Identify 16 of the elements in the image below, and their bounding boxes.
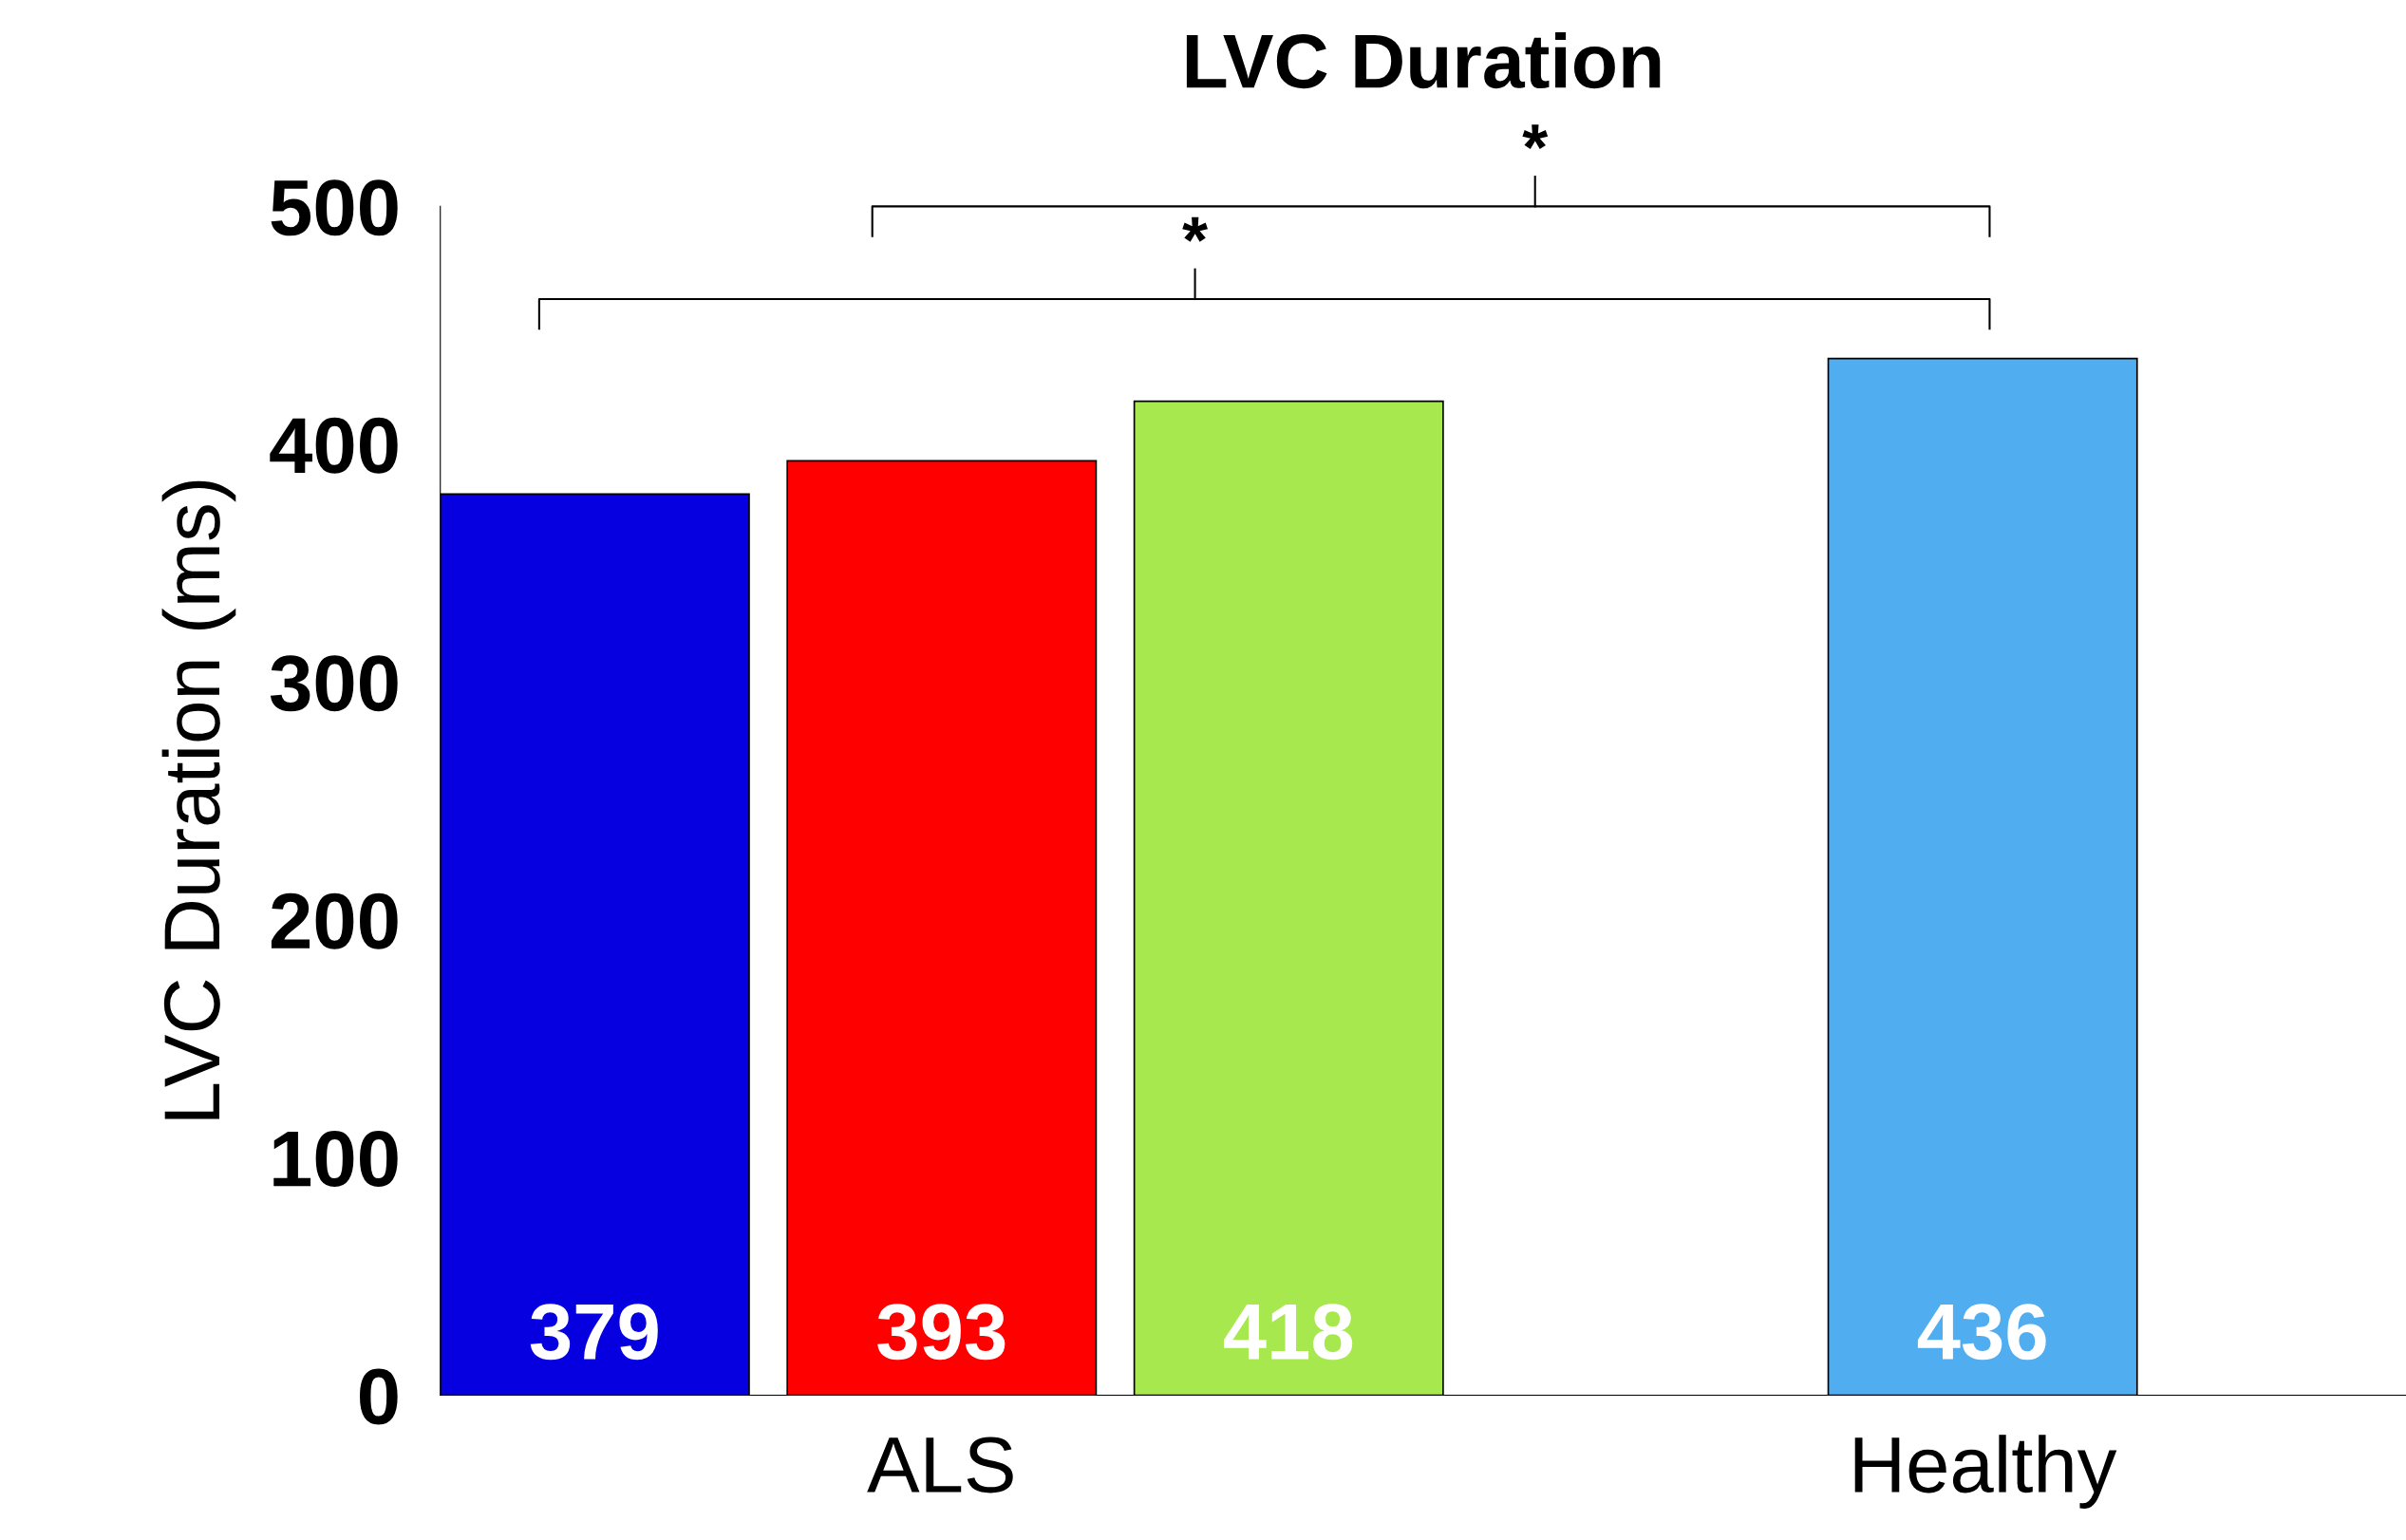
y-tick-label: 200 — [271, 892, 398, 949]
y-tick-label: 500 — [271, 179, 398, 236]
data-label: 379 — [530, 1304, 658, 1361]
chart-title: LVC Duration — [1186, 31, 1661, 89]
x-tick-label: ALS — [867, 1437, 1013, 1493]
y-axis-title: LVC Duration (ms) — [161, 480, 236, 1119]
text: * — [1522, 124, 1549, 150]
x-tick-label: Healthy — [1854, 1435, 2117, 1509]
y-tick-label: 300 — [270, 655, 398, 712]
y-tick-label: 0 — [360, 1368, 398, 1425]
y-tick-label: 100 — [273, 1131, 398, 1188]
data-label: 418 — [1224, 1304, 1353, 1361]
annotation: * — [1182, 216, 1209, 242]
data-label: 393 — [877, 1304, 1006, 1361]
data-label: 436 — [1917, 1304, 2046, 1361]
y-tick-label: 400 — [270, 417, 398, 474]
